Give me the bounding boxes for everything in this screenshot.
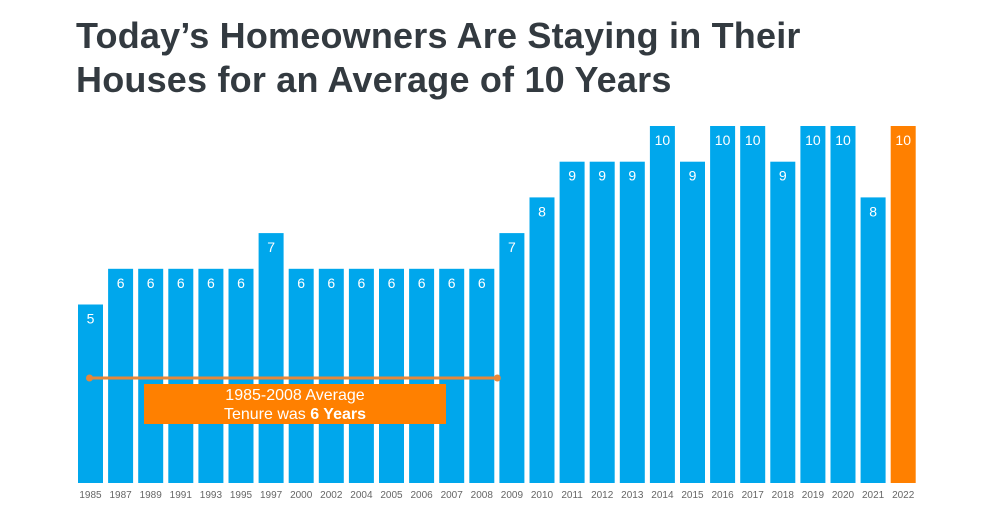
- x-tick-label-2016: 2016: [711, 490, 734, 501]
- data-label-2000: 6: [297, 275, 305, 291]
- bar-2018: [770, 161, 796, 483]
- bar-2022: [890, 126, 916, 483]
- data-label-2020: 10: [835, 132, 851, 148]
- bar-2019: [800, 126, 826, 483]
- bar-2007: [439, 268, 465, 483]
- average-callout-line-1: 1985-2008 Average: [225, 387, 365, 404]
- bar-1985: [78, 304, 103, 483]
- bar-2016: [710, 126, 736, 483]
- average-line-start-dot: [86, 374, 93, 382]
- average-callout-prefix: Tenure was: [223, 406, 311, 423]
- x-tick-label-2005: 2005: [380, 490, 403, 501]
- bar-2009: [499, 233, 525, 483]
- x-tick-label-2012: 2012: [591, 490, 614, 501]
- data-label-2013: 9: [628, 168, 636, 184]
- data-label-2017: 10: [745, 132, 761, 148]
- data-label-2015: 9: [689, 168, 697, 184]
- x-tick-label-2004: 2004: [350, 490, 373, 501]
- bar-1991: [168, 268, 194, 483]
- bar-2008: [469, 268, 495, 483]
- x-tick-label-2008: 2008: [471, 490, 494, 501]
- x-tick-label-1991: 1991: [170, 490, 193, 501]
- bar-2012: [589, 161, 615, 483]
- average-line-end-dot: [493, 374, 501, 382]
- x-tick-label-2000: 2000: [290, 490, 313, 501]
- x-tick-label-2019: 2019: [802, 490, 825, 501]
- data-label-2014: 10: [655, 132, 671, 148]
- data-label-1997: 7: [267, 239, 275, 255]
- data-label-2007: 6: [448, 275, 456, 291]
- data-label-1985: 5: [87, 311, 95, 327]
- chart-title-line-2: Houses for an Average of 10 Years: [76, 59, 672, 100]
- x-tick-label-2018: 2018: [772, 490, 795, 501]
- data-label-2010: 8: [538, 203, 546, 219]
- x-tick-label-2011: 2011: [561, 490, 583, 501]
- bar-2002: [318, 268, 344, 483]
- x-tick-label-1989: 1989: [140, 490, 163, 501]
- data-label-2021: 8: [869, 203, 877, 219]
- data-label-2002: 6: [327, 275, 335, 291]
- average-callout: 1985-2008 Average Tenure was 6 Years: [144, 384, 446, 424]
- bar-2004: [348, 268, 374, 483]
- data-label-2004: 6: [358, 275, 366, 291]
- x-tick-label-1995: 1995: [230, 490, 253, 501]
- bar-2005: [379, 268, 404, 483]
- data-label-2005: 6: [388, 275, 396, 291]
- bar-1997: [258, 233, 284, 483]
- chart-title-line-1: Today’s Homeowners Are Staying in Their: [76, 15, 801, 56]
- x-tick-label-2006: 2006: [410, 490, 433, 501]
- average-callout-line-2: Tenure was 6 Years: [144, 405, 446, 424]
- x-tick-label-2002: 2002: [320, 490, 343, 501]
- data-label-2011: 9: [568, 168, 576, 184]
- bar-2006: [409, 268, 435, 483]
- data-label-2012: 9: [598, 168, 606, 184]
- bar-2014: [649, 126, 675, 483]
- data-label-1995: 6: [237, 275, 245, 291]
- x-tick-label-2009: 2009: [501, 490, 524, 501]
- x-tick-label-2020: 2020: [832, 490, 855, 501]
- data-label-1987: 6: [117, 275, 125, 291]
- x-tick-label-2007: 2007: [441, 490, 464, 501]
- bar-1987: [108, 268, 134, 483]
- x-tick-label-1985: 1985: [79, 490, 102, 501]
- data-label-2016: 10: [715, 132, 731, 148]
- data-label-1991: 6: [177, 275, 185, 291]
- chart-title: Today’s Homeowners Are Staying in Their …: [76, 14, 976, 102]
- bar-1995: [228, 268, 254, 483]
- x-tick-label-2015: 2015: [681, 490, 704, 501]
- x-tick-label-2021: 2021: [862, 490, 885, 501]
- x-tick-label-2010: 2010: [531, 490, 554, 501]
- x-tick-label-1997: 1997: [260, 490, 283, 501]
- bar-2021: [860, 197, 886, 483]
- data-label-2022: 10: [895, 132, 911, 148]
- bar-2011: [559, 161, 585, 483]
- data-label-2019: 10: [805, 132, 821, 148]
- x-tick-label-2014: 2014: [651, 490, 674, 501]
- data-label-1989: 6: [147, 275, 155, 291]
- bar-2015: [680, 161, 705, 483]
- average-callout-bold: 6 Years: [310, 406, 367, 423]
- x-tick-label-2013: 2013: [621, 490, 644, 501]
- x-tick-label-1987: 1987: [109, 490, 132, 501]
- data-label-2009: 7: [508, 239, 516, 255]
- x-tick-label-2022: 2022: [892, 490, 915, 501]
- bar-1993: [198, 268, 224, 483]
- data-label-2008: 6: [478, 275, 486, 291]
- x-tick-label-2017: 2017: [742, 490, 765, 501]
- bar-2013: [619, 161, 645, 483]
- bar-2010: [529, 197, 555, 483]
- bar-2000: [288, 268, 314, 483]
- bar-2020: [830, 126, 856, 483]
- x-tick-label-1993: 1993: [200, 490, 223, 501]
- data-label-2018: 9: [779, 168, 787, 184]
- bar-2017: [740, 126, 766, 483]
- data-label-1993: 6: [207, 275, 215, 291]
- data-label-2006: 6: [418, 275, 426, 291]
- bar-1989: [138, 268, 164, 483]
